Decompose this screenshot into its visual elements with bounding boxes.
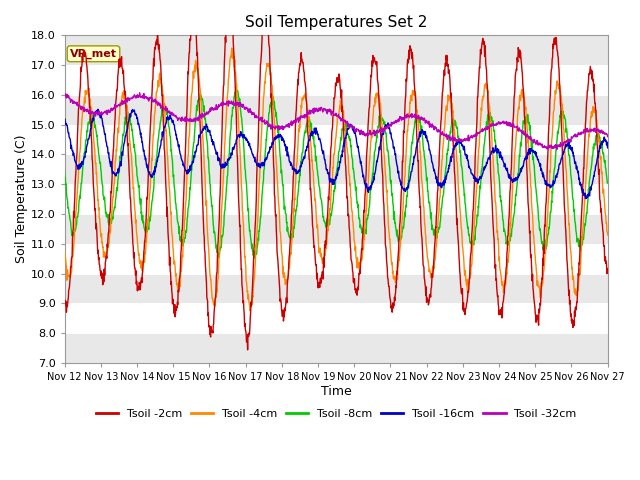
Bar: [65, 184, 608, 214]
Y-axis label: Soil Temperature (C): Soil Temperature (C): [15, 135, 28, 264]
Bar: [65, 274, 608, 303]
Text: VR_met: VR_met: [70, 48, 117, 59]
Bar: [65, 65, 608, 95]
Title: Soil Temperatures Set 2: Soil Temperatures Set 2: [245, 15, 428, 30]
Bar: [65, 303, 608, 333]
Bar: [65, 244, 608, 274]
Legend: Tsoil -2cm, Tsoil -4cm, Tsoil -8cm, Tsoil -16cm, Tsoil -32cm: Tsoil -2cm, Tsoil -4cm, Tsoil -8cm, Tsoi…: [91, 404, 581, 423]
Bar: [65, 125, 608, 155]
Bar: [65, 155, 608, 184]
Bar: [65, 333, 608, 363]
Bar: [65, 95, 608, 125]
Bar: [65, 36, 608, 65]
Bar: [65, 214, 608, 244]
X-axis label: Time: Time: [321, 385, 351, 398]
